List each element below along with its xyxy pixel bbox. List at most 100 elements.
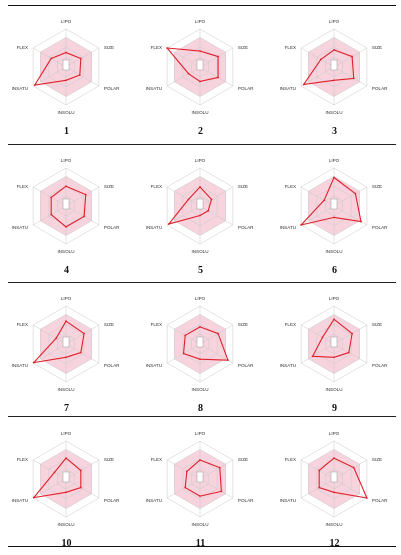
radar-point-flex xyxy=(185,470,188,473)
axis-label-flex: FLEX xyxy=(151,457,163,462)
axis-label-polar: POLAR xyxy=(104,225,120,230)
axis-label-size: SIZE xyxy=(372,457,382,462)
radar-point-insatu xyxy=(311,355,314,358)
chart-number: 8 xyxy=(198,403,203,414)
radar-point-flex xyxy=(318,469,321,472)
radar-svg: LIPO SIZE POLAR INSOLU INSATU FLEX xyxy=(12,296,121,392)
radar-spoke xyxy=(333,478,368,499)
radar-point-flex xyxy=(187,198,190,201)
radar-point-polar xyxy=(366,497,368,499)
axis-label-lipo: LIPO xyxy=(61,431,72,436)
axis-label-insolu: INSOLU xyxy=(191,522,208,527)
radar-point-flex xyxy=(166,47,168,49)
axis-label-insatu: INSATU xyxy=(146,363,163,368)
chart-number: 10 xyxy=(61,538,72,549)
top-rule xyxy=(8,5,396,6)
radar-point-insolu xyxy=(333,79,335,82)
radar-spoke xyxy=(333,459,368,480)
radar-spoke xyxy=(199,324,234,345)
axis-label-insatu: INSATU xyxy=(12,498,29,503)
radar-center-marker xyxy=(196,198,204,210)
chart-number: 12 xyxy=(329,538,340,549)
axis-label-polar: POLAR xyxy=(238,363,254,368)
axis-label-size: SIZE xyxy=(104,322,114,327)
radar-point-lipo xyxy=(333,49,335,51)
axis-label-polar: POLAR xyxy=(372,225,388,230)
radar-point-insolu xyxy=(199,80,201,83)
axis-label-polar: POLAR xyxy=(372,86,388,91)
radar-spoke xyxy=(199,47,234,68)
axis-label-flex: FLEX xyxy=(151,45,163,50)
radar-spoke xyxy=(32,47,67,68)
radar-center-marker xyxy=(330,198,338,210)
radar-point-polar xyxy=(227,359,229,362)
axis-label-polar: POLAR xyxy=(104,363,120,368)
radar-point-insatu xyxy=(32,361,35,364)
radar-point-size xyxy=(210,198,213,201)
axis-label-flex: FLEX xyxy=(285,45,297,50)
axis-label-polar: POLAR xyxy=(238,498,254,503)
axis-label-lipo: LIPO xyxy=(195,158,206,163)
axis-label-insolu: INSOLU xyxy=(325,387,342,392)
radar-spoke xyxy=(199,205,234,226)
axis-label-lipo: LIPO xyxy=(195,296,206,301)
radar-point-size xyxy=(79,469,82,472)
axis-label-lipo: LIPO xyxy=(329,19,340,24)
radar-point-flex xyxy=(50,196,53,199)
radar-point-insatu xyxy=(32,496,35,499)
radar-svg: LIPO SIZE POLAR INSOLU INSATU FLEX xyxy=(12,158,121,254)
radar-center-marker xyxy=(330,59,338,71)
radar-spoke xyxy=(300,186,335,207)
radar-point-insatu xyxy=(33,84,36,86)
axis-label-polar: POLAR xyxy=(238,86,254,91)
chart-number: 4 xyxy=(64,265,69,276)
radar-spoke xyxy=(333,186,368,207)
radar-point-lipo xyxy=(199,50,201,52)
axis-label-polar: POLAR xyxy=(238,225,254,230)
radar-point-insolu xyxy=(333,216,335,219)
radar-point-flex xyxy=(319,58,322,61)
radar-point-lipo xyxy=(199,326,201,328)
axis-label-polar: POLAR xyxy=(104,86,120,91)
axis-label-flex: FLEX xyxy=(285,322,297,327)
radar-spoke xyxy=(166,205,201,226)
axis-label-size: SIZE xyxy=(104,184,114,189)
radar-chart-1: LIPO SIZE POLAR INSOLU INSATU FLEX 1 xyxy=(2,9,131,143)
radar-spoke xyxy=(199,478,234,499)
axis-label-insatu: INSATU xyxy=(280,225,297,230)
radar-point-polar xyxy=(83,215,85,218)
axis-label-lipo: LIPO xyxy=(329,158,340,163)
radar-point-size xyxy=(83,332,85,335)
radar-center-marker xyxy=(196,336,204,348)
radar-spoke xyxy=(65,324,100,345)
radar-point-polar xyxy=(207,209,210,212)
axis-label-insolu: INSOLU xyxy=(191,110,208,115)
radar-spoke xyxy=(65,66,100,87)
axis-label-size: SIZE xyxy=(238,184,248,189)
radar-spoke xyxy=(199,186,234,207)
axis-label-insatu: INSATU xyxy=(280,363,297,368)
chart-number: 9 xyxy=(332,403,337,414)
radar-point-lipo xyxy=(65,320,67,323)
radar-chart-4: LIPO SIZE POLAR INSOLU INSATU FLEX 4 xyxy=(2,148,131,282)
radar-point-size xyxy=(351,55,353,58)
radar-point-flex xyxy=(55,337,58,340)
axis-label-insolu: INSOLU xyxy=(191,249,208,254)
radar-spoke xyxy=(65,459,100,480)
radar-spoke xyxy=(32,205,67,226)
chart-number: 3 xyxy=(332,126,337,137)
radar-chart-8: LIPO SIZE POLAR INSOLU INSATU FLEX 8 xyxy=(136,286,265,420)
radar-point-insatu xyxy=(182,352,185,355)
radar-spoke xyxy=(166,186,201,207)
radar-spoke xyxy=(300,459,335,480)
radar-svg: LIPO SIZE POLAR INSOLU INSATU FLEX xyxy=(146,158,255,254)
radar-spoke xyxy=(65,186,100,207)
radar-point-insolu xyxy=(65,226,67,228)
axis-label-flex: FLEX xyxy=(17,457,29,462)
axis-label-insolu: INSOLU xyxy=(325,249,342,254)
radar-spoke xyxy=(300,47,335,68)
axis-label-lipo: LIPO xyxy=(195,431,206,436)
axis-label-flex: FLEX xyxy=(17,322,29,327)
chart-number: 1 xyxy=(64,126,69,137)
radar-spoke xyxy=(333,66,368,87)
